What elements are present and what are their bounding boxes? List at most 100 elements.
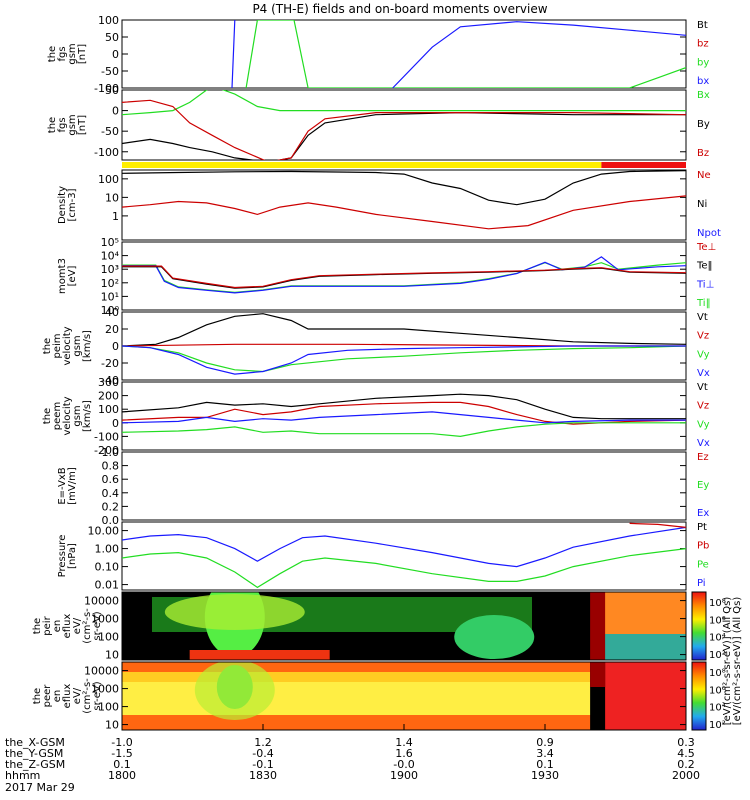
legend-entry: Te‖ (696, 261, 713, 272)
series-group (122, 256, 686, 294)
y-axis-label: gsm (67, 43, 78, 64)
x-axis-value: -1.0 (111, 736, 132, 749)
colorbar-tick-label: 10⁶ (709, 615, 726, 626)
heatmap-floor (189, 650, 330, 660)
panel-peir-eflux: 10000 1000 100 10 the peir en eflux eV/(cm²-s-sr… (32, 591, 687, 662)
legend-entry: Bt (697, 20, 708, 31)
y-axis-label: the (42, 338, 53, 354)
y-tick-label: 10⁵ (101, 236, 119, 249)
legend-entry: Vz (697, 331, 709, 342)
colorbar-tick-label: 10⁴ (709, 703, 726, 714)
colorbar-unit-label-2: [eV/(cm²-s-sr-eV)] (All Qs) (722, 597, 733, 726)
heatmap-right-block (604, 662, 686, 730)
x-axis-value: -0.0 (393, 758, 414, 771)
series-line-Vx (122, 345, 686, 375)
y-tick-label: 10 (105, 191, 119, 204)
panel-frame (121, 241, 687, 311)
y-axis-label: peir (42, 615, 53, 635)
y-axis-label: en (52, 690, 63, 703)
y-tick-label: 100 (98, 631, 119, 644)
colorbar-tick-label: 10² (709, 720, 726, 731)
panel-frame (121, 591, 687, 661)
series-line-by (245, 20, 686, 88)
panel-frame (121, 169, 687, 241)
legend-entry: Vx (697, 368, 710, 379)
y-axis-label: velocity (62, 326, 73, 365)
y-tick-label: -20 (101, 357, 119, 370)
y-axis-label: [cm-3] (67, 188, 78, 221)
colorbar-tick-label: 10² (709, 650, 726, 661)
panel-frame (121, 451, 687, 521)
y-axis-label: sr-eV) (92, 611, 103, 640)
colorbar-1 (691, 661, 707, 731)
y-tick-label: 0.0 (102, 514, 120, 527)
panel-efield: 1.00.80.60.40.20.0 E=-VxB [mV/m] Ez Ey Ex (57, 446, 709, 527)
legend-entry: Pb (697, 541, 709, 552)
series-line-Vy (122, 422, 686, 438)
x-axis: the_X-GSM -1.0 1.2 1.4 0.9 0.3 the_Y-GSM -1.5 -0… (5, 724, 700, 794)
x-axis-value: 1900 (390, 769, 418, 782)
y-tick-label: 0.01 (95, 579, 120, 592)
legend-entry: By (697, 119, 710, 130)
y-tick-label: 1 (112, 210, 119, 223)
x-axis-date: 2017 Mar 29 (5, 781, 75, 794)
series-line-Vt (122, 393, 686, 420)
legend-entry: Vz (697, 401, 709, 412)
y-tick-label: 0.4 (102, 487, 120, 500)
panel-density: 100 10 1 Density [cm-3] Ne Ni Npot (57, 169, 721, 241)
series-group (122, 522, 686, 589)
y-axis-label: eV/ (72, 687, 83, 704)
heatmap-group (122, 592, 686, 660)
legend-entry: Te⊥ (696, 242, 716, 253)
series-line-Pi (122, 526, 686, 568)
legend-entry: bx (697, 76, 709, 87)
y-axis-label: [nPa] (67, 543, 78, 569)
y-tick-label: 0.2 (102, 500, 120, 513)
y-axis-label: the (47, 46, 58, 62)
y-axis-label: gsm (72, 405, 83, 426)
panel-peim-velocity: 40 20 0 -20 -40 the peim velocity gsm [km/s] Vt Vz V… (42, 306, 710, 387)
y-axis-label: the (32, 618, 43, 634)
series-line-Ni (122, 170, 686, 206)
series-line-Ti⊥ (122, 256, 686, 294)
y-axis-label: [nT] (77, 44, 88, 64)
y-tick-label: 10⁰ (101, 304, 120, 317)
y-axis-label: en (52, 620, 63, 633)
y-tick-label: -100 (94, 82, 119, 95)
y-tick-label: 1.0 (102, 446, 120, 459)
series-group (122, 393, 686, 438)
y-tick-label: 0.10 (95, 561, 120, 574)
heatmap-right-low (604, 634, 686, 660)
x-axis-row-label: the_X-GSM (5, 736, 65, 749)
y-tick-label: 100 (98, 403, 119, 416)
y-tick-label: 10000 (84, 595, 119, 608)
legend-entry: Vy (697, 419, 710, 430)
y-axis-label: Pressure (57, 535, 68, 578)
y-axis-label: the (47, 117, 58, 133)
y-tick-label: 1000 (91, 613, 119, 626)
series-group (122, 90, 686, 160)
x-axis-row-label: the_Y-GSM (5, 747, 63, 760)
y-tick-label: 10³ (101, 263, 119, 276)
y-tick-label: 1000 (91, 683, 119, 696)
x-axis-value: 4.5 (677, 747, 695, 760)
series-line-Bz (122, 99, 686, 160)
y-tick-label: 0 (112, 48, 119, 61)
y-axis-label: fgs (57, 117, 68, 132)
panel-peer-eflux: 10000 1000 100 10 the peer en eflux eV/(cm²-s-sr… (32, 661, 687, 732)
series-line-Vy (122, 345, 686, 373)
legend-entry: Pi (697, 578, 706, 589)
y-tick-label: 0.8 (102, 460, 120, 473)
x-axis-row-label: the_Z-GSM (5, 758, 65, 771)
panel-frame (121, 381, 687, 451)
x-axis-value: 0.9 (536, 736, 554, 749)
panel-frame (121, 19, 687, 89)
y-tick-label: 10.00 (88, 525, 120, 538)
y-axis-label: fgs (57, 46, 68, 61)
legend-entry: Ti⊥ (696, 279, 714, 290)
y-tick-label: 10⁴ (101, 250, 120, 263)
series-line-Vt (122, 313, 686, 347)
series-line-Te⊥ (122, 265, 686, 289)
series-line-Pe (122, 548, 686, 589)
